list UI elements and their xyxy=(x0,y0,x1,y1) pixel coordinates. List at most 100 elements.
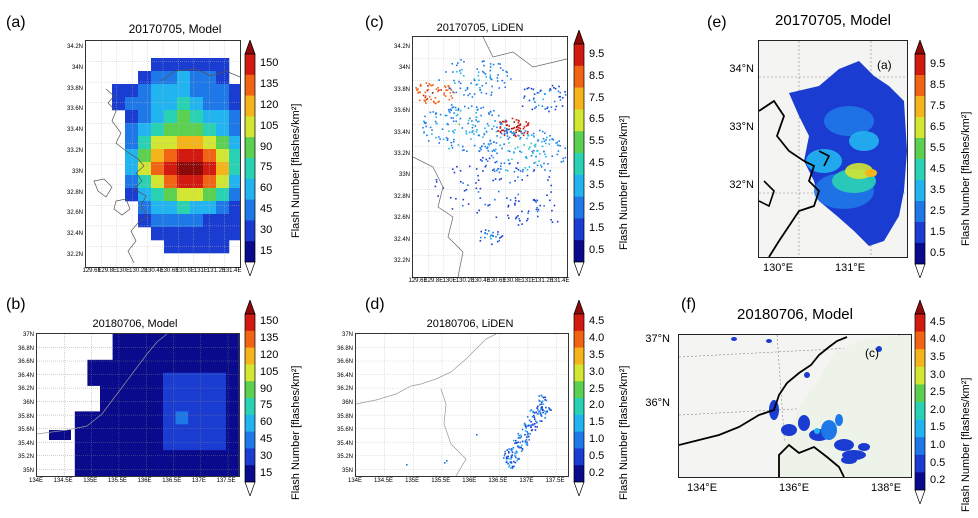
heatmap-cell xyxy=(125,424,139,438)
data-point xyxy=(544,417,546,419)
heatmap-cell xyxy=(177,175,191,189)
data-point xyxy=(515,126,518,129)
data-point xyxy=(533,418,536,421)
heatmap-cell xyxy=(87,450,101,464)
data-point xyxy=(431,129,433,131)
data-point xyxy=(560,161,563,163)
x-tick-label: 129.8E xyxy=(98,268,118,274)
data-point xyxy=(468,131,471,134)
heatmap-cell xyxy=(151,136,165,150)
data-point xyxy=(492,63,495,66)
colorbar-segment xyxy=(915,472,925,491)
colorbar-tick-label: 3.0 xyxy=(930,368,946,381)
heatmap-cell xyxy=(74,437,88,451)
heatmap-cell xyxy=(200,411,214,425)
heatmap-cell xyxy=(190,227,204,241)
data-point xyxy=(548,408,551,411)
data-point xyxy=(493,168,495,171)
data-point xyxy=(520,444,523,447)
data-point xyxy=(425,125,428,128)
heatmap-cell xyxy=(163,398,176,412)
heatmap-cell xyxy=(188,463,202,476)
data-point xyxy=(530,154,533,157)
heatmap-cell xyxy=(125,398,139,412)
data-point xyxy=(515,167,517,169)
colorbar-tick-label: 75 xyxy=(260,161,273,174)
data-point xyxy=(517,176,519,178)
colorbar-tick-label: 105 xyxy=(260,365,279,378)
y-tick-label: 33.2N xyxy=(66,148,83,154)
data-point xyxy=(539,403,541,406)
data-point xyxy=(475,168,478,170)
data-point xyxy=(419,91,421,94)
colorbar-tick-label: 105 xyxy=(260,119,279,132)
data-point xyxy=(518,120,520,122)
heatmap-cell xyxy=(188,437,202,451)
data-point xyxy=(508,136,511,139)
data-point xyxy=(540,164,542,166)
data-point xyxy=(506,75,509,77)
x-tick-label: 134.5E xyxy=(53,478,73,484)
data-point xyxy=(516,451,519,454)
colorbar-tick-label: 0.5 xyxy=(589,244,605,257)
data-point xyxy=(502,120,505,123)
data-point xyxy=(558,85,560,88)
flash-cluster xyxy=(841,456,857,464)
data-point xyxy=(488,143,491,146)
y-tick-label: 35.2N xyxy=(336,454,353,461)
colorbar-segment xyxy=(245,364,255,382)
data-point xyxy=(482,106,485,109)
data-point xyxy=(497,168,500,170)
heatmap-cell xyxy=(125,385,139,399)
data-point xyxy=(529,432,531,435)
heatmap-cell xyxy=(177,188,191,202)
data-point xyxy=(426,134,428,137)
data-point xyxy=(524,423,527,426)
colorbar-segment xyxy=(245,178,255,200)
data-point xyxy=(475,84,478,86)
data-point xyxy=(452,130,454,133)
data-point xyxy=(456,165,458,168)
data-point xyxy=(417,88,419,90)
data-point xyxy=(496,160,498,163)
data-point xyxy=(547,163,549,165)
heatmap-cell xyxy=(216,110,230,124)
heatmap-cell xyxy=(125,450,139,464)
data-point xyxy=(505,129,508,132)
data-point xyxy=(466,88,469,90)
data-point xyxy=(525,443,528,446)
data-point xyxy=(453,92,455,94)
data-point xyxy=(467,119,470,122)
data-point xyxy=(505,124,508,127)
data-point xyxy=(429,126,432,129)
colorbar-tick-label: 4.0 xyxy=(930,333,946,346)
heatmap-cell xyxy=(125,123,139,137)
colorbar-label-c: Flash Number [flashes/km²] xyxy=(618,115,630,250)
colorbar-segment xyxy=(915,402,925,420)
heatmap-cell xyxy=(190,162,204,176)
data-point xyxy=(450,141,452,144)
data-point xyxy=(495,216,498,219)
data-point xyxy=(541,105,544,108)
data-point xyxy=(478,209,480,212)
panel-label-b: (b) xyxy=(6,296,26,313)
data-point xyxy=(518,217,520,220)
panel-title-f: 20180706, Model xyxy=(737,306,853,323)
heatmap-cell xyxy=(203,97,217,111)
x-tick-label: 131.4E xyxy=(222,268,242,274)
data-point xyxy=(532,170,535,173)
coastline xyxy=(759,99,821,257)
heatmap-cell xyxy=(151,162,165,176)
heatmap-cell xyxy=(163,450,176,464)
heatmap-cell xyxy=(74,411,88,425)
colorbar-segment xyxy=(915,180,925,202)
colorbar-tick-label: 0.2 xyxy=(930,474,946,487)
colorbar-gradient xyxy=(244,300,256,496)
heatmap-cell xyxy=(203,188,217,202)
data-point xyxy=(544,142,547,145)
colorbar-tick-label: 7.5 xyxy=(930,99,946,112)
data-point xyxy=(457,107,460,110)
data-point xyxy=(534,420,537,423)
heatmap-cell xyxy=(216,71,230,85)
data-point xyxy=(475,187,478,190)
